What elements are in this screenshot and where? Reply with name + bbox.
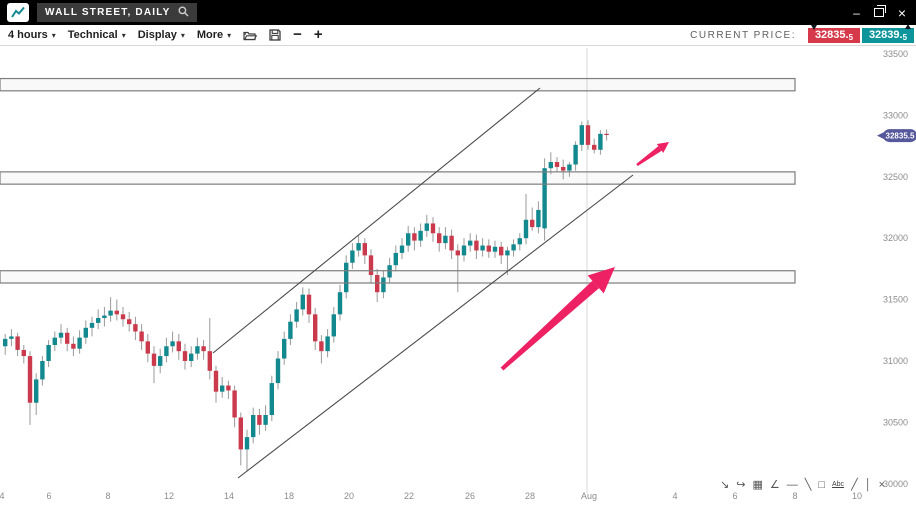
pitchfork-tool-icon[interactable]: ∠	[769, 479, 780, 491]
price-axis: 33500 33000 32500 32000 31500 31000 30500 30000	[883, 49, 908, 489]
restore-button[interactable]	[873, 5, 886, 17]
candles-layer	[3, 120, 609, 472]
close-button[interactable]: ×	[897, 4, 906, 21]
support-zone-lower[interactable]	[0, 270, 796, 284]
app-logo-icon	[7, 3, 29, 22]
resistance-zone-middle[interactable]	[0, 171, 796, 185]
open-folder-icon[interactable]	[243, 30, 258, 41]
more-menu[interactable]: More ▾	[196, 29, 232, 41]
chart-title-box[interactable]: WALL STREET, DAILY	[37, 3, 197, 22]
price-axis-label: 31000	[883, 356, 908, 366]
date-axis-label: 8	[792, 491, 797, 501]
price-axis-label: 32500	[883, 172, 908, 182]
channel-lower-line[interactable]	[237, 174, 634, 479]
display-menu[interactable]: Display ▾	[137, 29, 185, 41]
chart-title: WALL STREET, DAILY	[45, 7, 171, 18]
date-axis-label: 4	[0, 491, 5, 501]
timeframe-dropdown[interactable]: 4 hours ▾	[8, 29, 56, 41]
current-price-tag: 32835.5	[877, 129, 916, 143]
big-bullish-arrow[interactable]	[500, 267, 615, 371]
chart-area[interactable]: 33500 33000 32500 32000 31500 31000 30500 30000…	[0, 46, 916, 517]
close-tool-icon[interactable]: ×	[878, 479, 885, 491]
date-axis-label: 8	[105, 491, 110, 501]
date-axis-label: 6	[46, 491, 51, 501]
ask-price-badge: 32839. 5	[862, 23, 914, 43]
redo-arrow-icon[interactable]: ↪	[736, 479, 746, 491]
date-axis-label: 4	[672, 491, 677, 501]
text-tool-icon[interactable]: Abc	[832, 481, 845, 488]
date-axis-label: 26	[465, 491, 475, 501]
bid-price-badge: 32835. 5	[808, 24, 860, 43]
date-axis-label: Aug	[581, 491, 597, 501]
date-axis-label: 20	[344, 491, 354, 501]
tick-up-icon	[905, 23, 911, 29]
date-axis-label: 6	[732, 491, 737, 501]
minimize-button[interactable]: –	[853, 5, 860, 20]
chevron-down-icon: ▾	[121, 30, 126, 40]
chevron-down-icon: ▾	[51, 30, 56, 40]
price-axis-label: 30000	[883, 479, 908, 489]
price-zones-layer	[0, 77, 796, 284]
rectangle-tool-icon[interactable]: □	[818, 479, 825, 491]
zoom-in-button[interactable]: +	[313, 26, 323, 43]
date-axis-label: 22	[404, 491, 414, 501]
horizontal-line-tool-icon[interactable]: ―	[786, 479, 798, 491]
drawing-toolbar: ↘ ↪ ▦ ∠ ― ╲ □ Abc ╱ │ ×	[720, 477, 885, 493]
date-axis-label: 18	[284, 491, 294, 501]
svg-text:32835.5: 32835.5	[886, 132, 915, 141]
save-icon[interactable]	[269, 29, 281, 41]
title-bar: WALL STREET, DAILY – ×	[0, 0, 916, 25]
small-bullish-arrow[interactable]	[636, 142, 669, 167]
price-axis-label: 32000	[883, 233, 908, 243]
price-axis-label: 31500	[883, 295, 908, 305]
price-axis-label: 33500	[883, 49, 908, 59]
search-icon[interactable]	[178, 4, 189, 22]
price-axis-label: 33000	[883, 110, 908, 120]
zoom-out-button[interactable]: −	[293, 26, 302, 43]
date-axis-label: 12	[164, 491, 174, 501]
technical-menu[interactable]: Technical ▾	[67, 29, 126, 41]
date-axis-label: 10	[852, 491, 862, 501]
date-axis-label: 28	[525, 491, 535, 501]
chart-toolbar: 4 hours ▾ Technical ▾ Display ▾ More ▾	[0, 23, 916, 46]
current-price-label: CURRENT PRICE:	[690, 29, 796, 41]
trendline-tool-icon[interactable]: ╲	[804, 479, 812, 491]
channel-upper-line[interactable]	[212, 87, 541, 354]
date-axis-label: 14	[224, 491, 234, 501]
cursor-tool-icon[interactable]: ↘	[720, 479, 730, 491]
diagonal-line-tool-icon[interactable]: ╱	[851, 479, 858, 491]
price-axis-label: 30500	[883, 417, 908, 427]
chevron-down-icon: ▾	[227, 30, 232, 40]
date-axis: 4 6 8 12 14 18 20 22 26 28 Aug 4 6 8 10	[0, 491, 862, 501]
tick-down-icon	[811, 24, 817, 30]
resistance-zone-upper[interactable]	[0, 77, 796, 92]
chevron-down-icon: ▾	[180, 30, 185, 40]
grid-tool-icon[interactable]: ▦	[752, 479, 763, 491]
candlestick-chart[interactable]: 33500 33000 32500 32000 31500 31000 30500 30000…	[0, 46, 916, 517]
vertical-line-tool-icon[interactable]: │	[864, 479, 872, 491]
